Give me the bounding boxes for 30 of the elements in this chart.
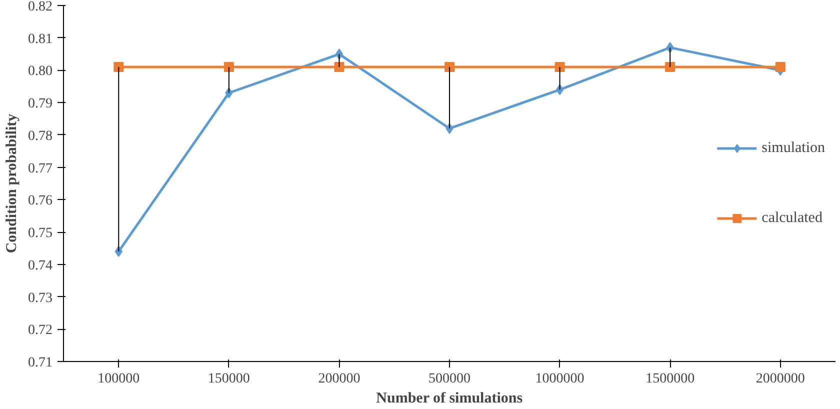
x-axis-title: Number of simulations xyxy=(376,390,523,406)
point xyxy=(334,62,344,72)
x-tick-label: 2000000 xyxy=(756,372,805,386)
x-tick-label: 1500000 xyxy=(646,372,695,386)
legend-label: calculated xyxy=(762,210,822,226)
y-tick-label: 0.82 xyxy=(28,0,52,14)
point xyxy=(444,62,454,72)
y-tick-label: 0.78 xyxy=(28,128,52,144)
y-tick-label: 0.77 xyxy=(28,161,52,176)
x-tick-label: 200000 xyxy=(318,372,360,386)
point xyxy=(224,62,234,72)
y-tick-label: 0.75 xyxy=(28,226,52,242)
y-tick-label: 0.76 xyxy=(28,194,52,209)
y-tick-label: 0.80 xyxy=(28,64,52,80)
point xyxy=(114,62,124,72)
y-axis-title: Condition probability xyxy=(4,113,20,254)
x-tick-label: 1000000 xyxy=(535,372,584,386)
point xyxy=(665,62,676,72)
y-tick-label: 0.79 xyxy=(28,96,52,112)
legend-label: simulation xyxy=(762,140,825,156)
x-tick-label: 500000 xyxy=(428,372,470,386)
point xyxy=(775,62,786,72)
y-tick-label: 0.71 xyxy=(28,356,52,370)
x-tick-label: 100000 xyxy=(98,372,140,386)
y-tick-label: 0.74 xyxy=(28,258,52,274)
point xyxy=(554,62,565,72)
y-tick-label: 0.73 xyxy=(28,290,52,306)
y-tick-label: 0.81 xyxy=(28,32,52,47)
x-tick-label: 150000 xyxy=(208,372,250,386)
y-tick-label: 0.72 xyxy=(28,323,52,338)
